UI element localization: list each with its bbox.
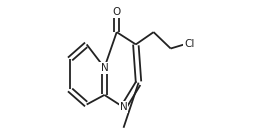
Text: O: O	[112, 7, 121, 17]
Text: N: N	[120, 102, 127, 112]
Text: N: N	[101, 63, 108, 73]
Text: Cl: Cl	[184, 39, 195, 49]
